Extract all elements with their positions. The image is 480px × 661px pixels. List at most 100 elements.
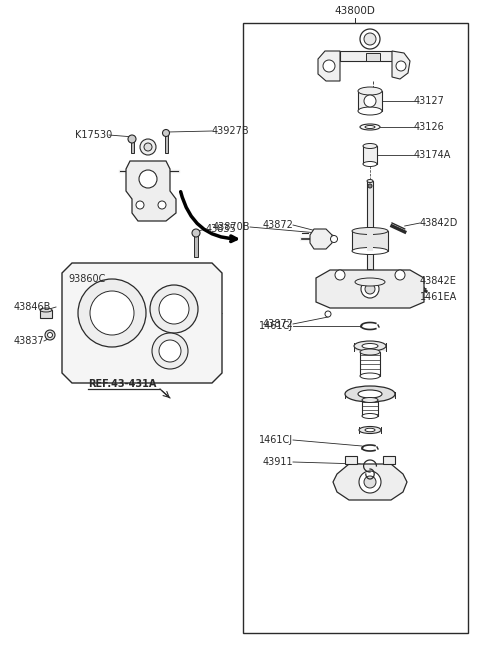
Text: 43872: 43872 <box>262 220 293 230</box>
Text: 43174A: 43174A <box>414 150 451 160</box>
Bar <box>354 343 386 351</box>
Bar <box>352 231 388 251</box>
Circle shape <box>152 333 188 369</box>
Circle shape <box>368 184 372 188</box>
Text: K17530: K17530 <box>75 130 112 140</box>
Text: 43911: 43911 <box>263 457 293 467</box>
Bar <box>358 91 382 111</box>
Circle shape <box>124 273 132 281</box>
Ellipse shape <box>358 87 382 95</box>
Circle shape <box>360 29 380 49</box>
Circle shape <box>163 130 169 137</box>
Text: 43872: 43872 <box>262 319 293 329</box>
Ellipse shape <box>358 390 382 398</box>
Bar <box>367 181 373 271</box>
Text: REF.43-431A: REF.43-431A <box>88 379 156 389</box>
Polygon shape <box>333 464 407 500</box>
Ellipse shape <box>365 428 375 432</box>
Text: 1461EA: 1461EA <box>420 292 457 302</box>
Ellipse shape <box>359 426 381 434</box>
Bar <box>40 310 52 318</box>
Bar <box>194 233 198 257</box>
Bar <box>340 51 392 61</box>
Text: 43870B: 43870B <box>213 222 250 232</box>
FancyArrowPatch shape <box>180 192 236 241</box>
Circle shape <box>90 291 134 335</box>
Text: 43842D: 43842D <box>420 218 458 228</box>
Polygon shape <box>316 270 424 308</box>
Ellipse shape <box>362 414 378 418</box>
Circle shape <box>128 135 136 143</box>
Circle shape <box>159 294 189 324</box>
Text: 93860C: 93860C <box>68 274 106 284</box>
Circle shape <box>144 143 152 151</box>
Bar <box>367 231 373 251</box>
Bar <box>122 271 134 283</box>
Ellipse shape <box>367 270 373 272</box>
Polygon shape <box>310 229 332 249</box>
Ellipse shape <box>363 161 377 167</box>
Circle shape <box>396 61 406 71</box>
Ellipse shape <box>362 397 378 403</box>
Ellipse shape <box>355 278 385 286</box>
Text: 43127: 43127 <box>414 96 445 106</box>
Bar <box>131 139 133 153</box>
Ellipse shape <box>360 349 380 355</box>
Polygon shape <box>62 263 222 383</box>
Bar <box>363 146 377 164</box>
Polygon shape <box>392 51 410 79</box>
Circle shape <box>395 270 405 280</box>
Ellipse shape <box>362 344 378 348</box>
Text: 43846B: 43846B <box>14 302 51 312</box>
Bar <box>243 23 468 633</box>
Circle shape <box>140 139 156 155</box>
Circle shape <box>335 270 345 280</box>
Circle shape <box>323 60 335 72</box>
Ellipse shape <box>352 227 388 235</box>
Ellipse shape <box>40 308 52 312</box>
Polygon shape <box>383 456 395 464</box>
Circle shape <box>364 33 376 45</box>
Ellipse shape <box>358 107 382 115</box>
Ellipse shape <box>352 247 388 254</box>
Circle shape <box>364 95 376 107</box>
Circle shape <box>136 201 144 209</box>
Circle shape <box>361 280 379 298</box>
Circle shape <box>364 476 376 488</box>
Text: 43837: 43837 <box>14 336 45 346</box>
Text: 43842E: 43842E <box>420 276 457 286</box>
Ellipse shape <box>345 386 395 402</box>
Bar <box>366 53 380 61</box>
Circle shape <box>325 311 331 317</box>
Bar <box>345 392 395 398</box>
Circle shape <box>359 471 381 493</box>
Text: 43126: 43126 <box>414 122 445 132</box>
Circle shape <box>331 235 337 243</box>
Text: 43835: 43835 <box>206 224 237 234</box>
Bar <box>360 352 380 376</box>
Ellipse shape <box>360 124 380 130</box>
Circle shape <box>45 330 55 340</box>
Ellipse shape <box>365 126 375 128</box>
Circle shape <box>150 285 198 333</box>
Text: 43800D: 43800D <box>335 6 375 16</box>
Text: 43927B: 43927B <box>212 126 250 136</box>
Polygon shape <box>318 51 340 81</box>
Text: 1461CJ: 1461CJ <box>259 435 293 445</box>
Circle shape <box>48 332 52 338</box>
Ellipse shape <box>354 341 386 351</box>
Text: 1461CJ: 1461CJ <box>259 321 293 331</box>
Polygon shape <box>345 456 357 464</box>
Circle shape <box>139 170 157 188</box>
Bar <box>165 133 168 153</box>
Bar <box>359 428 381 433</box>
Circle shape <box>78 279 146 347</box>
Circle shape <box>159 340 181 362</box>
Circle shape <box>192 229 200 237</box>
Bar <box>362 400 378 416</box>
Ellipse shape <box>363 143 377 149</box>
Ellipse shape <box>360 373 380 379</box>
Circle shape <box>158 201 166 209</box>
Ellipse shape <box>367 180 373 182</box>
Polygon shape <box>126 161 176 221</box>
